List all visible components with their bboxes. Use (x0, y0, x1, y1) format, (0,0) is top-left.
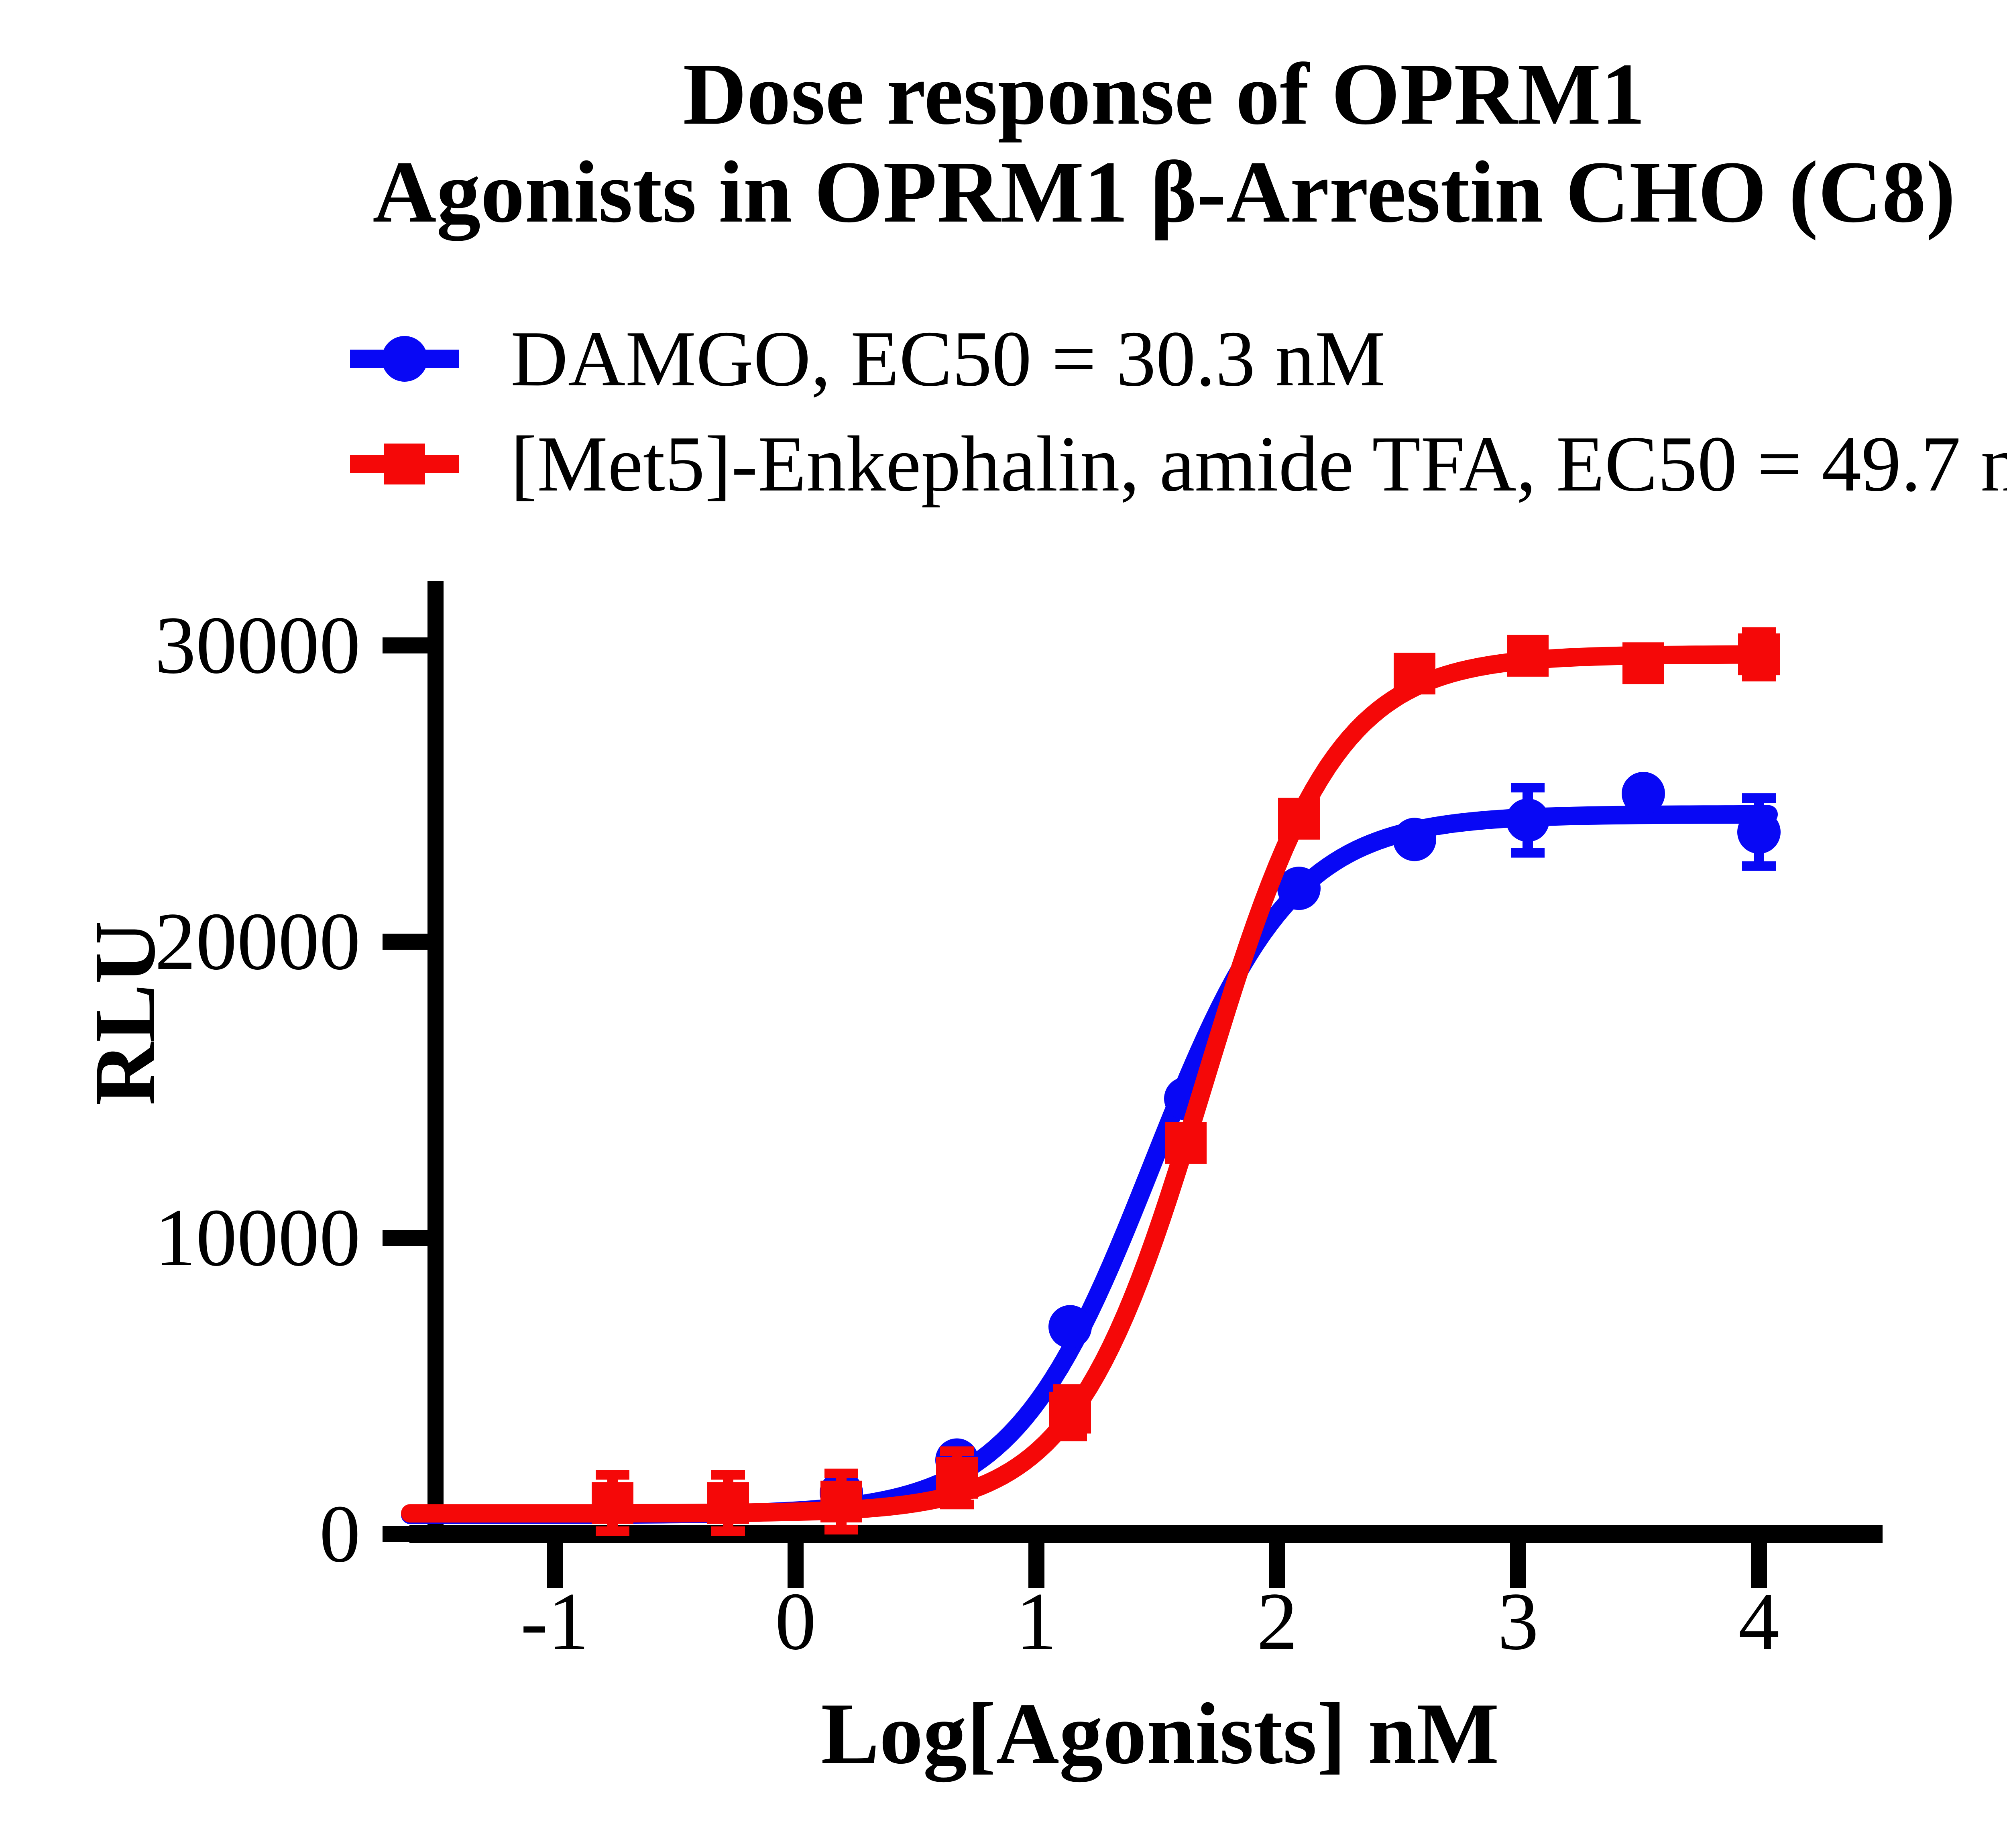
y-axis-title: RLU (77, 921, 173, 1105)
x-axis-title: Log[Agonists] nM (821, 1685, 1499, 1782)
y-axis-line (427, 581, 444, 1543)
x-tick-mark (1269, 1543, 1285, 1588)
x-tick-label: 2 (1257, 1576, 1298, 1667)
data-point-square (1622, 642, 1664, 684)
y-tick-label: 0 (320, 1488, 361, 1579)
data-point-square (1278, 798, 1320, 840)
y-tick-label: 10000 (155, 1192, 361, 1283)
series-met5-enkephalin (401, 627, 1780, 1536)
chart-title: Dose response of OPRM1 Agonists in OPRM1… (161, 45, 2007, 241)
y-tick-label: 30000 (155, 600, 361, 691)
data-point-circle (1277, 867, 1321, 910)
x-axis-line (409, 1525, 1883, 1543)
legend-label-met5: [Met5]-Enkephalin, amide TFA, EC50 = 49.… (511, 420, 2007, 508)
x-tick-mark (1510, 1543, 1526, 1588)
x-tick-mark (1751, 1543, 1767, 1588)
data-point-square (1049, 1392, 1091, 1434)
data-point-circle (1048, 1305, 1092, 1349)
legend-label-damgo: DAMGO, EC50 = 30.3 nM (511, 315, 1386, 403)
x-tick-label: -1 (521, 1576, 589, 1667)
x-tick-label: 0 (775, 1576, 816, 1667)
data-point-square (1738, 633, 1780, 676)
legend-item-met5-enkephalin: [Met5]-Enkephalin, amide TFA, EC50 = 49.… (350, 420, 2007, 508)
x-tick-label: 3 (1498, 1576, 1539, 1667)
legend-item-damgo: DAMGO, EC50 = 30.3 nM (350, 315, 1386, 403)
fit-curve (401, 645, 1778, 1523)
x-tick-mark (547, 1543, 563, 1588)
y-tick-mark (383, 1526, 427, 1542)
data-point-square (592, 1482, 633, 1524)
x-tick-mark (788, 1543, 804, 1588)
data-series-layer (401, 627, 1781, 1536)
chart-title-line1: Dose response of OPRM1 (683, 45, 1645, 143)
data-point-square (820, 1480, 862, 1522)
square-marker-icon (384, 443, 425, 484)
y-tick-mark (383, 934, 427, 950)
data-point-square (1507, 635, 1549, 677)
data-point-square (1394, 653, 1435, 695)
y-tick-mark (383, 1230, 427, 1246)
circle-marker-icon (382, 336, 427, 382)
x-tick-label: 4 (1738, 1576, 1780, 1667)
data-point-square (707, 1482, 749, 1524)
y-tick-label: 20000 (155, 896, 361, 987)
data-point-circle (1622, 772, 1665, 815)
x-tick-mark (1028, 1543, 1044, 1588)
legend-swatch-damgo (350, 315, 459, 402)
data-point-square (1165, 1122, 1207, 1164)
series-damgo (401, 772, 1781, 1524)
chart-title-line2: Agonists in OPRM1 β-Arrestin CHO (C8) (372, 143, 1956, 241)
data-point-circle (1393, 818, 1436, 861)
axis-ticks: -1 0 1 2 3 4 0 10000 20000 30000 (155, 600, 1780, 1667)
legend-swatch-met5 (350, 421, 459, 507)
data-point-circle (1737, 810, 1781, 854)
data-point-circle (1506, 798, 1549, 842)
y-tick-mark (383, 637, 427, 653)
x-tick-label: 1 (1016, 1576, 1057, 1667)
data-point-square (936, 1457, 978, 1499)
